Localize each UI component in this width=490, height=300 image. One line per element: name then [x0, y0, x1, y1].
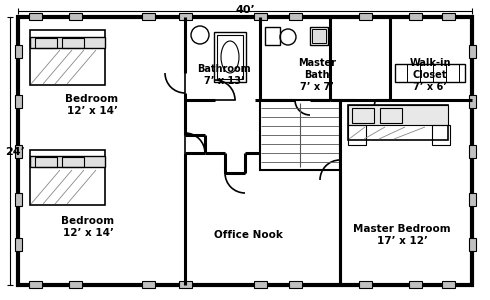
Text: Office Nook: Office Nook: [214, 230, 282, 240]
Bar: [69, 281, 82, 288]
Bar: [380, 108, 402, 123]
Bar: [217, 35, 243, 79]
Text: 24’: 24’: [5, 147, 25, 157]
Bar: [442, 281, 455, 288]
Bar: [348, 105, 448, 140]
Bar: [142, 281, 155, 288]
Bar: [15, 238, 22, 251]
Bar: [179, 281, 192, 288]
Bar: [15, 193, 22, 206]
Bar: [432, 125, 450, 145]
Bar: [310, 27, 328, 45]
Bar: [15, 45, 22, 58]
Bar: [312, 29, 326, 43]
Bar: [469, 193, 476, 206]
Bar: [142, 13, 155, 20]
Bar: [214, 32, 246, 82]
Bar: [260, 100, 340, 170]
Bar: [359, 281, 372, 288]
Bar: [469, 95, 476, 108]
Text: Bathroom
7’ x 13’: Bathroom 7’ x 13’: [197, 64, 251, 86]
Bar: [30, 37, 105, 48]
Bar: [30, 30, 105, 85]
Bar: [352, 108, 374, 123]
Bar: [35, 157, 57, 167]
Text: Master Bedroom
17’ x 12’: Master Bedroom 17’ x 12’: [353, 224, 451, 246]
Text: Master
Bath
7’ x 7’: Master Bath 7’ x 7’: [298, 58, 336, 92]
Bar: [395, 64, 465, 82]
Bar: [30, 150, 105, 205]
Bar: [359, 13, 372, 20]
Bar: [469, 145, 476, 158]
Bar: [469, 45, 476, 58]
Bar: [29, 13, 42, 20]
Text: 40’: 40’: [235, 5, 255, 15]
Bar: [289, 13, 302, 20]
Bar: [469, 238, 476, 251]
Bar: [254, 13, 267, 20]
Bar: [442, 13, 455, 20]
Text: Bedroom
12’ x 14’: Bedroom 12’ x 14’: [66, 94, 119, 116]
Bar: [409, 13, 422, 20]
Bar: [69, 13, 82, 20]
Bar: [35, 38, 57, 48]
Bar: [15, 145, 22, 158]
Bar: [29, 281, 42, 288]
Text: Bedroom
12’ x 14’: Bedroom 12’ x 14’: [61, 216, 115, 238]
Bar: [18, 17, 472, 285]
Text: Walk-in
Closet
7’ x 6’: Walk-in Closet 7’ x 6’: [409, 58, 451, 92]
Bar: [409, 281, 422, 288]
Bar: [15, 95, 22, 108]
Bar: [62, 157, 84, 167]
Bar: [265, 27, 280, 45]
Bar: [348, 125, 366, 145]
Bar: [30, 156, 105, 167]
Bar: [62, 38, 84, 48]
Bar: [254, 281, 267, 288]
Bar: [348, 105, 448, 125]
Bar: [179, 13, 192, 20]
Bar: [289, 281, 302, 288]
